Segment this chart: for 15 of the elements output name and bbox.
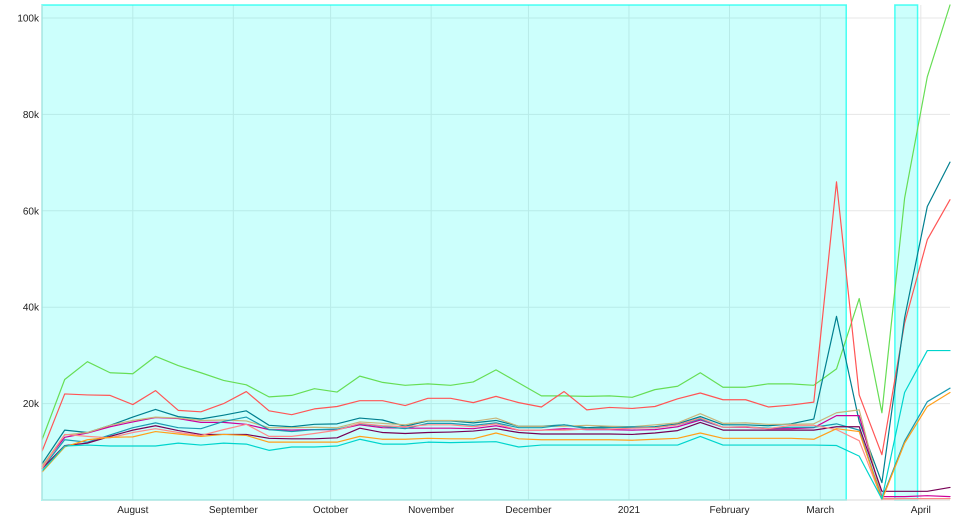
x-tick-label: September — [208, 505, 258, 515]
y-tick-label: 60k — [22, 206, 40, 218]
line-series — [41, 4, 951, 440]
x-tick-label: March — [806, 505, 834, 515]
y-tick-label: 40k — [22, 302, 40, 314]
x-tick-label: October — [312, 505, 350, 515]
x-tick-label: April — [910, 505, 931, 515]
x-tick-label: November — [408, 505, 455, 515]
x-tick-label: August — [117, 505, 149, 515]
y-tick-label: 80k — [22, 110, 40, 121]
x-tick-label: February — [709, 505, 750, 515]
x-tick-label: December — [505, 505, 552, 515]
y-tick-label: 20k — [22, 399, 40, 410]
y-tick-label: 100k — [17, 14, 40, 25]
x-tick-label: 2021 — [618, 505, 641, 515]
